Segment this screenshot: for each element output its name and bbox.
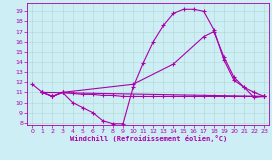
X-axis label: Windchill (Refroidissement éolien,°C): Windchill (Refroidissement éolien,°C) — [70, 135, 227, 142]
